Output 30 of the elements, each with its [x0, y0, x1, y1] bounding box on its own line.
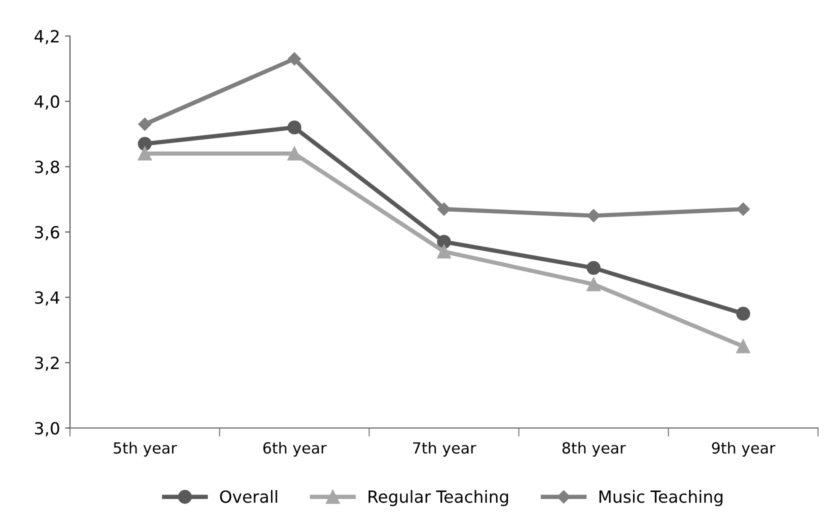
legend-label: Music Teaching — [600, 490, 722, 506]
x-tick-label: 8th year — [562, 442, 626, 457]
y-tick-label: 4,0 — [34, 95, 60, 110]
y-tick-label: 3,0 — [35, 422, 60, 436]
legend-label: Regular Teaching — [368, 490, 508, 506]
x-tick-label: 9th year — [712, 442, 776, 457]
point — [138, 136, 152, 151]
point — [736, 306, 750, 321]
x-tick-label: 6th year — [263, 442, 327, 457]
point — [437, 234, 451, 249]
x-tick-label: 5th year — [114, 442, 177, 457]
point — [138, 118, 152, 131]
point — [586, 260, 601, 275]
x-tick-label: 7th year — [413, 442, 476, 457]
point — [586, 277, 601, 292]
y-tick-label: 3,4 — [35, 291, 60, 306]
y-tick-label: 3,6 — [35, 226, 60, 240]
y-tick-label: 3,2 — [35, 356, 59, 371]
point — [437, 202, 451, 216]
point — [736, 339, 750, 354]
point — [138, 146, 152, 161]
point — [736, 202, 750, 216]
y-tick-label: 4,2 — [34, 30, 59, 44]
legend-label: Overall — [220, 490, 278, 503]
y-tick-label: 3,8 — [35, 160, 60, 175]
point — [437, 244, 451, 259]
point — [287, 120, 302, 134]
point — [288, 52, 301, 66]
point — [587, 209, 600, 222]
point — [287, 146, 302, 161]
